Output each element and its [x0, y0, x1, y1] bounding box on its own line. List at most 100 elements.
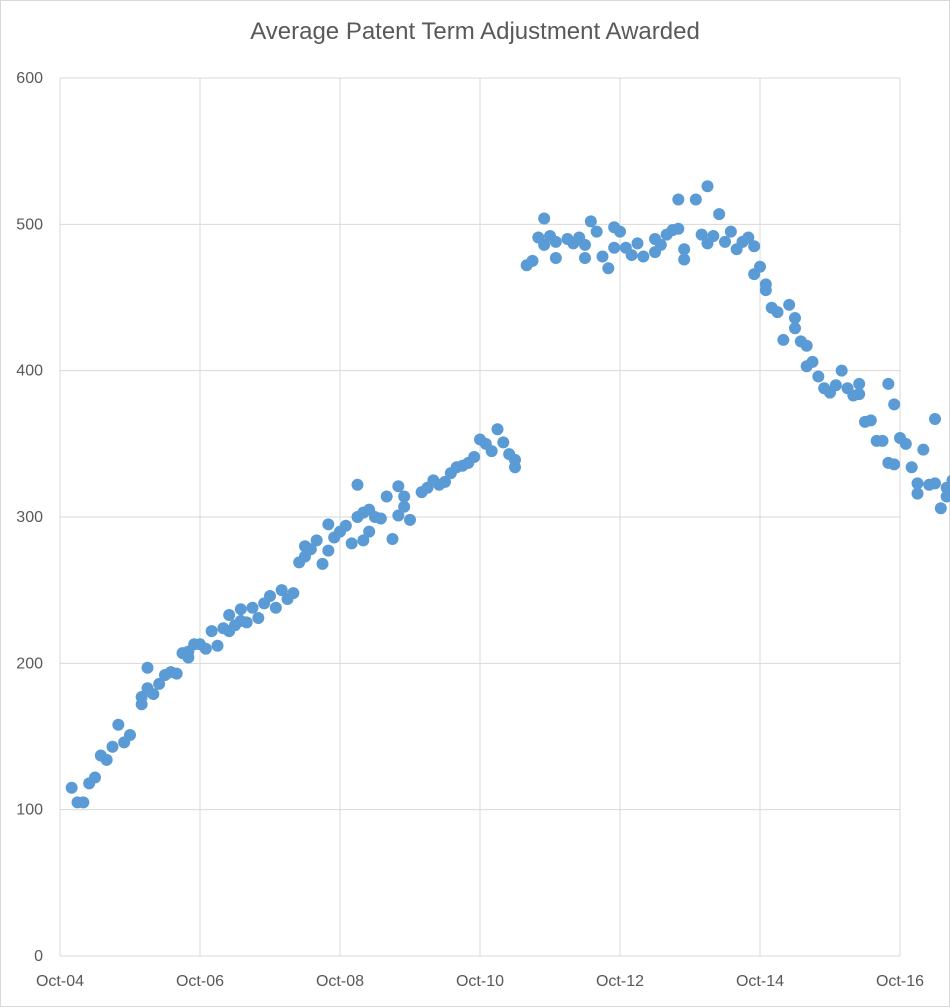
data-point: [374, 512, 387, 525]
data-point: [147, 688, 160, 701]
data-point: [124, 729, 136, 742]
data-point: [911, 487, 924, 500]
data-point: [240, 616, 253, 629]
data-point: [211, 639, 224, 652]
data-point: [363, 525, 376, 538]
data-point: [339, 519, 352, 532]
data-point: [754, 260, 766, 273]
data-point: [538, 238, 551, 251]
data-point: [654, 238, 667, 251]
data-point: [304, 543, 317, 556]
data-point: [269, 601, 282, 614]
x-tick-label: Oct-14: [736, 973, 784, 990]
data-point: [946, 474, 950, 486]
chart-title: Average Patent Term Adjustment Awarded: [250, 18, 700, 45]
data-point: [386, 532, 399, 545]
data-point: [672, 193, 685, 206]
data-point: [934, 502, 947, 515]
data-point: [170, 667, 183, 680]
data-point: [678, 243, 691, 256]
data-point: [135, 698, 148, 711]
data-point: [316, 557, 329, 570]
data-point: [538, 212, 551, 225]
data-point: [549, 251, 562, 264]
data-point: [637, 250, 650, 263]
x-tick-label: Oct-08: [316, 973, 364, 990]
data-point: [713, 208, 726, 221]
data-point: [759, 284, 772, 297]
y-tick-label: 600: [16, 70, 43, 87]
data-point: [940, 490, 950, 503]
data-point: [800, 339, 813, 352]
data-point: [742, 231, 755, 244]
data-point: [404, 513, 416, 526]
data-point: [771, 306, 784, 319]
data-point: [853, 377, 866, 390]
x-tick-label: Oct-04: [36, 973, 84, 990]
data-point: [252, 611, 265, 624]
y-tick-label: 0: [34, 948, 43, 965]
data-point: [888, 458, 901, 471]
data-point: [876, 434, 889, 447]
gridlines: [59, 77, 901, 957]
data-point: [596, 250, 609, 263]
data-point: [106, 740, 119, 753]
x-tick-label: Oct-10: [456, 973, 504, 990]
data-point: [491, 423, 504, 436]
data-point: [223, 609, 236, 622]
data-point: [322, 518, 335, 531]
data-point: [584, 215, 597, 228]
data-point: [549, 235, 562, 248]
data-point: [380, 490, 393, 503]
data-point: [579, 238, 591, 251]
data-point: [497, 436, 510, 449]
data-point: [905, 461, 918, 474]
data-points: [65, 180, 950, 809]
data-point: [439, 475, 451, 488]
data-point: [625, 249, 638, 262]
data-point: [205, 625, 218, 638]
data-point: [590, 225, 603, 238]
data-point: [485, 445, 498, 458]
data-point: [579, 251, 591, 264]
data-point: [829, 379, 842, 392]
data-point: [392, 480, 405, 493]
data-point: [310, 534, 323, 547]
data-point: [911, 477, 924, 490]
data-point: [275, 584, 288, 597]
data-point: [345, 537, 358, 550]
data-point: [888, 398, 901, 411]
data-point: [853, 388, 866, 401]
data-point: [153, 677, 166, 690]
data-point: [234, 603, 247, 616]
data-point: [141, 661, 154, 674]
data-point: [748, 240, 761, 253]
data-point: [789, 311, 801, 324]
data-point: [287, 587, 300, 600]
data-point: [351, 478, 364, 491]
data-point: [398, 500, 411, 513]
data-point: [789, 322, 801, 335]
y-tick-label: 500: [16, 216, 43, 233]
x-tick-label: Oct-16: [876, 973, 924, 990]
data-point: [695, 228, 708, 241]
data-point: [614, 225, 626, 238]
data-point: [806, 355, 819, 368]
data-point: [398, 490, 411, 503]
data-point: [322, 544, 335, 557]
data-point: [864, 414, 877, 427]
y-tick-label: 300: [16, 509, 43, 526]
data-point: [835, 364, 848, 377]
data-point: [678, 253, 691, 266]
data-point: [77, 796, 90, 809]
y-tick-label: 400: [16, 363, 43, 380]
data-point: [199, 642, 212, 655]
data-point: [899, 437, 912, 450]
data-point: [882, 377, 895, 390]
data-point: [719, 235, 731, 248]
data-point: [929, 412, 941, 425]
data-point: [689, 193, 702, 206]
data-point: [89, 771, 101, 784]
